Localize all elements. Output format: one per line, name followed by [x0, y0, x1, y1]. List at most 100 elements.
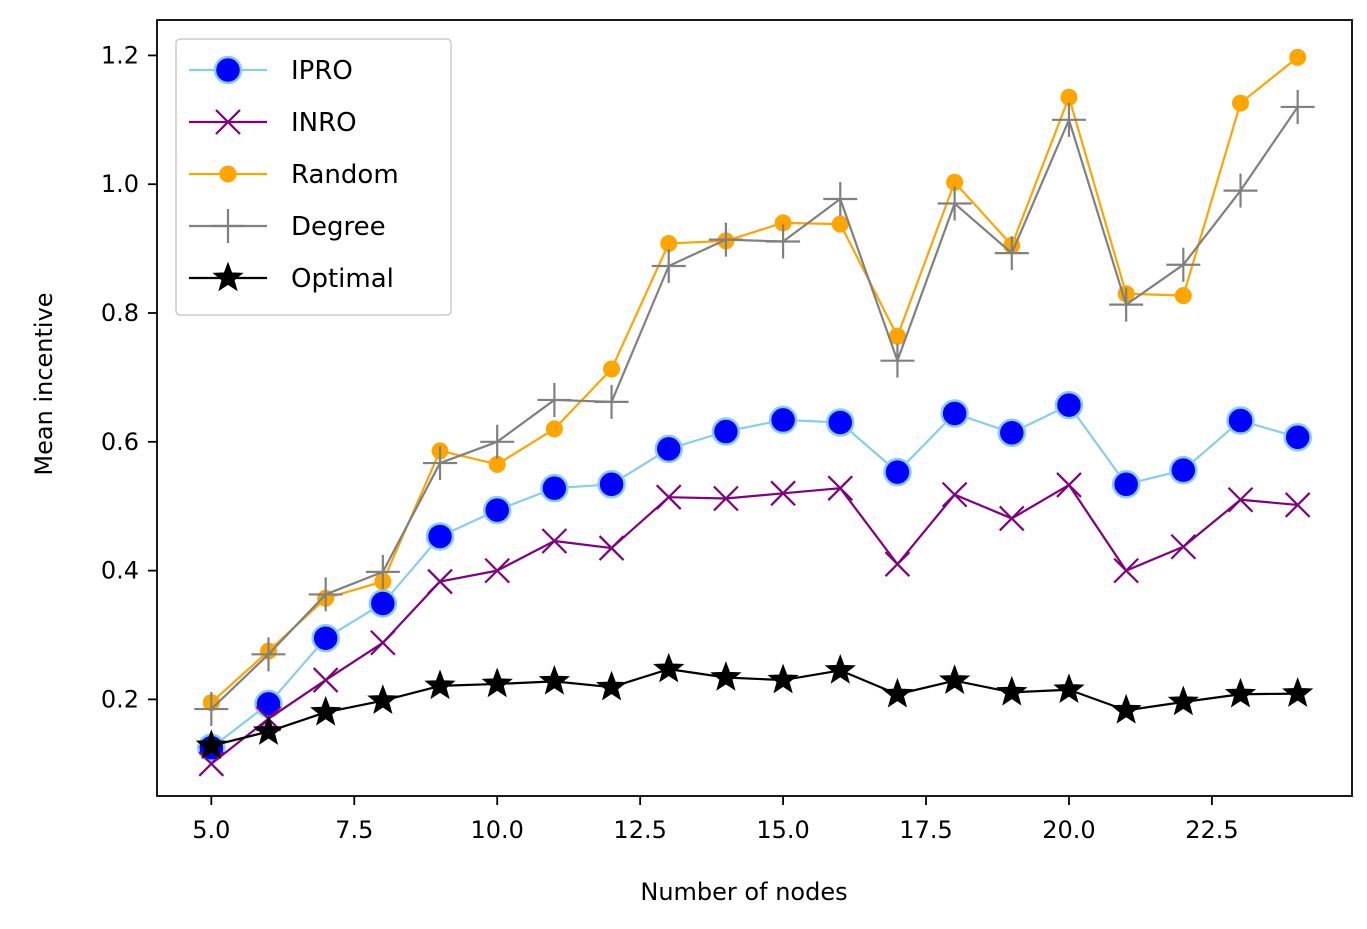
data-point-optimal: [195, 729, 227, 760]
data-point-optimal: [424, 669, 456, 700]
data-point-degree: [880, 343, 915, 378]
data-point-degree: [423, 446, 458, 481]
data-point-ipro: [1111, 470, 1141, 499]
series-line-degree: [210, 106, 1299, 710]
data-point-optimal: [938, 664, 971, 695]
legend-entry-ipro: IPRO: [189, 55, 353, 86]
data-point-ipro: [768, 405, 798, 435]
data-point-degree: [651, 249, 686, 284]
data-point-degree: [537, 382, 572, 417]
x-axis-label: Number of nodes: [640, 878, 847, 906]
x-tick-label: 15.0: [756, 816, 809, 844]
data-point-ipro: [1169, 455, 1198, 485]
data-point-optimal: [767, 663, 799, 694]
data-point-optimal: [653, 652, 685, 683]
data-point-degree: [766, 224, 801, 259]
data-point-inro: [827, 475, 854, 501]
data-point-inro: [655, 484, 682, 510]
legend-marker-inro: [215, 109, 241, 135]
legend-box: [175, 38, 452, 316]
legend-entry-random: Random: [189, 160, 399, 190]
data-point-optimal: [710, 661, 742, 691]
data-point-ipro: [883, 457, 912, 487]
data-point-degree: [480, 424, 515, 459]
data-point-random: [831, 215, 849, 233]
data-point-degree: [1166, 247, 1201, 282]
x-tick-label: 10.0: [470, 816, 523, 844]
legend-entry-degree: Degree: [189, 209, 386, 243]
data-point-ipro: [540, 473, 569, 503]
data-point-optimal: [996, 675, 1028, 706]
legend: IPRO INRO Random Degree Optimal: [175, 38, 452, 316]
data-point-ipro: [1226, 406, 1255, 435]
y-axis-label: Mean incentive: [30, 292, 58, 475]
data-point-random: [1289, 48, 1307, 66]
data-point-optimal: [1110, 693, 1142, 724]
data-point-inro: [941, 481, 968, 508]
data-point-random: [1174, 287, 1192, 305]
data-point-inro: [484, 557, 510, 584]
legend-entry-optimal: Optimal: [189, 261, 394, 294]
data-point-ipro: [654, 434, 683, 464]
y-tick-label: 1.0: [101, 170, 139, 198]
x-tick-label: 5.0: [192, 816, 230, 844]
data-point-inro: [312, 667, 339, 693]
data-point-inro: [770, 480, 796, 507]
data-point-ipro: [711, 417, 741, 446]
data-point-optimal: [824, 653, 856, 684]
data-point-inro: [541, 528, 568, 554]
data-point-inro: [999, 505, 1025, 532]
data-point-optimal: [1053, 673, 1085, 704]
data-point-degree: [251, 637, 286, 672]
series-line-ipro: [210, 404, 1298, 749]
data-point-ipro: [826, 408, 855, 437]
data-point-random: [545, 420, 563, 438]
data-point-optimal: [881, 677, 914, 708]
plot-frame: [156, 19, 1353, 797]
series-layer: [194, 48, 1315, 777]
data-point-inro: [370, 629, 396, 656]
data-point-optimal: [481, 667, 513, 698]
data-point-ipro: [368, 589, 398, 618]
data-point-inro: [1056, 472, 1082, 498]
legend-label-random: Random: [291, 160, 399, 190]
data-point-inro: [598, 535, 625, 561]
data-point-ipro: [597, 470, 626, 499]
x-tick-label: 22.5: [1185, 816, 1238, 844]
data-point-optimal: [1282, 677, 1314, 707]
x-tick-label: 12.5: [613, 816, 666, 844]
data-point-optimal: [595, 670, 628, 701]
data-point-degree: [937, 186, 972, 221]
data-point-ipro: [1283, 423, 1312, 452]
legend-marker-degree: [211, 209, 245, 243]
data-point-ipro: [940, 399, 969, 428]
data-point-optimal: [1167, 685, 1199, 716]
data-point-ipro: [1054, 390, 1084, 420]
x-tick-label: 7.5: [335, 816, 373, 844]
x-tick-label: 20.0: [1042, 816, 1095, 844]
y-tick-label: 0.2: [101, 685, 139, 713]
data-point-degree: [1109, 287, 1144, 322]
data-point-optimal: [538, 664, 571, 695]
data-point-random: [603, 360, 621, 378]
data-point-optimal: [310, 695, 342, 726]
data-point-degree: [1280, 89, 1315, 124]
data-point-optimal: [1224, 677, 1257, 708]
data-point-ipro: [997, 418, 1027, 448]
series-inro: [198, 472, 1311, 777]
data-point-ipro: [425, 522, 455, 551]
x-tick-label: 17.5: [899, 816, 952, 844]
data-point-degree: [994, 236, 1029, 271]
data-point-degree: [194, 692, 229, 727]
series-degree: [194, 89, 1315, 727]
y-tick-label: 0.6: [101, 428, 139, 456]
data-point-inro: [1227, 486, 1254, 513]
data-point-degree: [365, 554, 400, 589]
data-point-inro: [427, 568, 453, 595]
series-random: [202, 48, 1307, 712]
legend-marker-ipro: [213, 55, 243, 85]
y-axis: 0.2 0.4 0.6 0.8 1.0 1.2: [101, 41, 157, 713]
data-point-degree: [823, 182, 858, 217]
y-tick-label: 1.2: [101, 41, 139, 69]
data-point-optimal: [252, 715, 285, 745]
